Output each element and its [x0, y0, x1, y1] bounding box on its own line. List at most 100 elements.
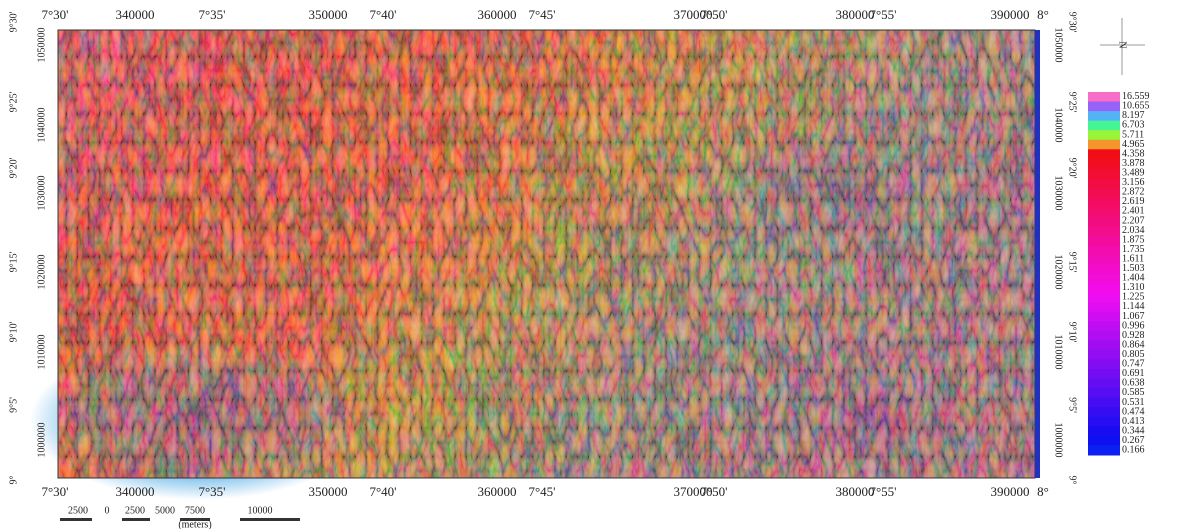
- right-coord-label: 9°25': [1067, 92, 1078, 113]
- top-coord-label: 8°: [1037, 7, 1049, 22]
- right-coord-label: 9°30': [1067, 12, 1078, 33]
- left-coord-label: 1050000: [36, 28, 47, 63]
- legend-swatch: [1088, 407, 1120, 417]
- left-coord-label: 1020000: [36, 255, 47, 290]
- right-coord-label: 9°5': [1067, 397, 1078, 413]
- bottom-coord-label: 7°55': [869, 484, 896, 499]
- legend-swatch: [1088, 388, 1120, 398]
- left-coord-label: 9°5': [8, 397, 19, 413]
- legend-swatch: [1088, 274, 1120, 284]
- bottom-coord-label: 7°40': [369, 484, 396, 499]
- legend-swatch: [1088, 445, 1120, 455]
- top-coord-label: 7°35': [198, 7, 225, 22]
- legend-swatch: [1088, 312, 1120, 322]
- left-coord-label: 9°25': [8, 91, 19, 112]
- bottom-coord-label: 7°35': [198, 484, 225, 499]
- bottom-coord-label: 360000: [478, 484, 517, 499]
- top-coord-label: 7°40': [369, 7, 396, 22]
- legend-swatch: [1088, 149, 1120, 159]
- legend-swatch: [1088, 436, 1120, 446]
- left-coord-label: 1010000: [36, 335, 47, 370]
- legend-label: 0.166: [1122, 445, 1145, 456]
- left-coord-label: 9°: [8, 476, 19, 485]
- north-arrow: N: [1100, 18, 1145, 75]
- left-coord-label: 9°15': [8, 251, 19, 272]
- top-coord-label: 7°50': [700, 7, 727, 22]
- legend-swatch: [1088, 188, 1120, 198]
- left-coord-label: 9°10': [8, 321, 19, 342]
- legend-swatch: [1088, 293, 1120, 303]
- legend-swatch: [1088, 283, 1120, 293]
- bottom-coord-label: 7°45': [528, 484, 555, 499]
- legend-swatch: [1088, 168, 1120, 178]
- top-coord-label: 360000: [478, 7, 517, 22]
- left-coord-label: 9°30': [8, 11, 19, 32]
- legend-swatch: [1088, 417, 1120, 427]
- legend-swatch: [1088, 426, 1120, 436]
- legend-swatch: [1088, 379, 1120, 389]
- legend-swatch: [1088, 321, 1120, 331]
- legend-swatch: [1088, 130, 1120, 140]
- right-coord-label: 9°10': [1067, 322, 1078, 343]
- legend-swatch: [1088, 92, 1120, 102]
- legend-swatch: [1088, 340, 1120, 350]
- bottom-coord-label: 7°50': [700, 484, 727, 499]
- legend-swatch: [1088, 178, 1120, 188]
- bottom-coord-label: 350000: [309, 484, 348, 499]
- right-coord-label: 9°: [1067, 476, 1078, 485]
- legend-swatch: [1088, 302, 1120, 312]
- legend-swatch: [1088, 264, 1120, 274]
- scale-tick-label: 0: [105, 505, 110, 516]
- legend-swatch: [1088, 369, 1120, 379]
- scale-tick-label: 7500: [185, 505, 205, 516]
- legend: 16.55910.6558.1976.7035.7114.9654.3583.8…: [1088, 91, 1150, 455]
- legend-swatch: [1088, 207, 1120, 217]
- legend-swatch: [1088, 102, 1120, 112]
- map-raster: [30, 30, 1040, 500]
- top-coord-label: 7°30': [41, 7, 68, 22]
- scale-tick-label: 10000: [248, 505, 273, 516]
- legend-swatch: [1088, 216, 1120, 226]
- legend-swatch: [1088, 159, 1120, 169]
- north-label: N: [1117, 41, 1128, 48]
- bottom-coord-label: 8°: [1037, 484, 1049, 499]
- right-coord-label: 9°15': [1067, 252, 1078, 273]
- top-coord-label: 7°55': [869, 7, 896, 22]
- right-coord-label: 1040000: [1053, 108, 1064, 143]
- scale-tick-label: 2500: [125, 505, 145, 516]
- top-coord-label: 350000: [309, 7, 348, 22]
- left-coord-label: 1040000: [36, 108, 47, 143]
- bottom-coord-label: 340000: [116, 484, 155, 499]
- top-coord-label: 7°45': [528, 7, 555, 22]
- left-coord-label: 1030000: [36, 176, 47, 211]
- right-coord-label: 1000000: [1053, 423, 1064, 458]
- legend-swatch: [1088, 140, 1120, 150]
- scale-tick-label: 2500: [68, 505, 88, 516]
- legend-swatch: [1088, 245, 1120, 255]
- legend-swatch: [1088, 121, 1120, 131]
- right-coord-label: 1010000: [1053, 335, 1064, 370]
- top-coord-label: 340000: [116, 7, 155, 22]
- bottom-coord-label: 390000: [991, 484, 1030, 499]
- legend-swatch: [1088, 331, 1120, 341]
- right-coord-label: 9°20': [1067, 158, 1078, 179]
- scale-tick-label: 5000: [155, 505, 175, 516]
- right-coord-label: 1030000: [1053, 176, 1064, 211]
- right-coord-label: 1020000: [1053, 255, 1064, 290]
- legend-swatch: [1088, 398, 1120, 408]
- top-coord-label: 390000: [991, 7, 1030, 22]
- legend-swatch: [1088, 226, 1120, 236]
- bottom-coord-label: 7°30': [41, 484, 68, 499]
- scale-bar: 2500 0 2500 5000 7500 10000 (meters): [60, 505, 300, 529]
- legend-swatch: [1088, 359, 1120, 369]
- scale-unit: (meters): [178, 519, 211, 529]
- legend-swatch: [1088, 111, 1120, 121]
- legend-swatch: [1088, 254, 1120, 264]
- right-coord-label: 1050000: [1053, 28, 1064, 63]
- legend-swatch: [1088, 197, 1120, 207]
- legend-swatch: [1088, 235, 1120, 245]
- legend-swatch: [1088, 350, 1120, 360]
- left-coord-label: 9°20': [8, 157, 19, 178]
- map-figure: N 16.55910.6558.1976.7035.7114.9654.3583…: [0, 0, 1183, 529]
- left-coord-label: 1000000: [36, 423, 47, 458]
